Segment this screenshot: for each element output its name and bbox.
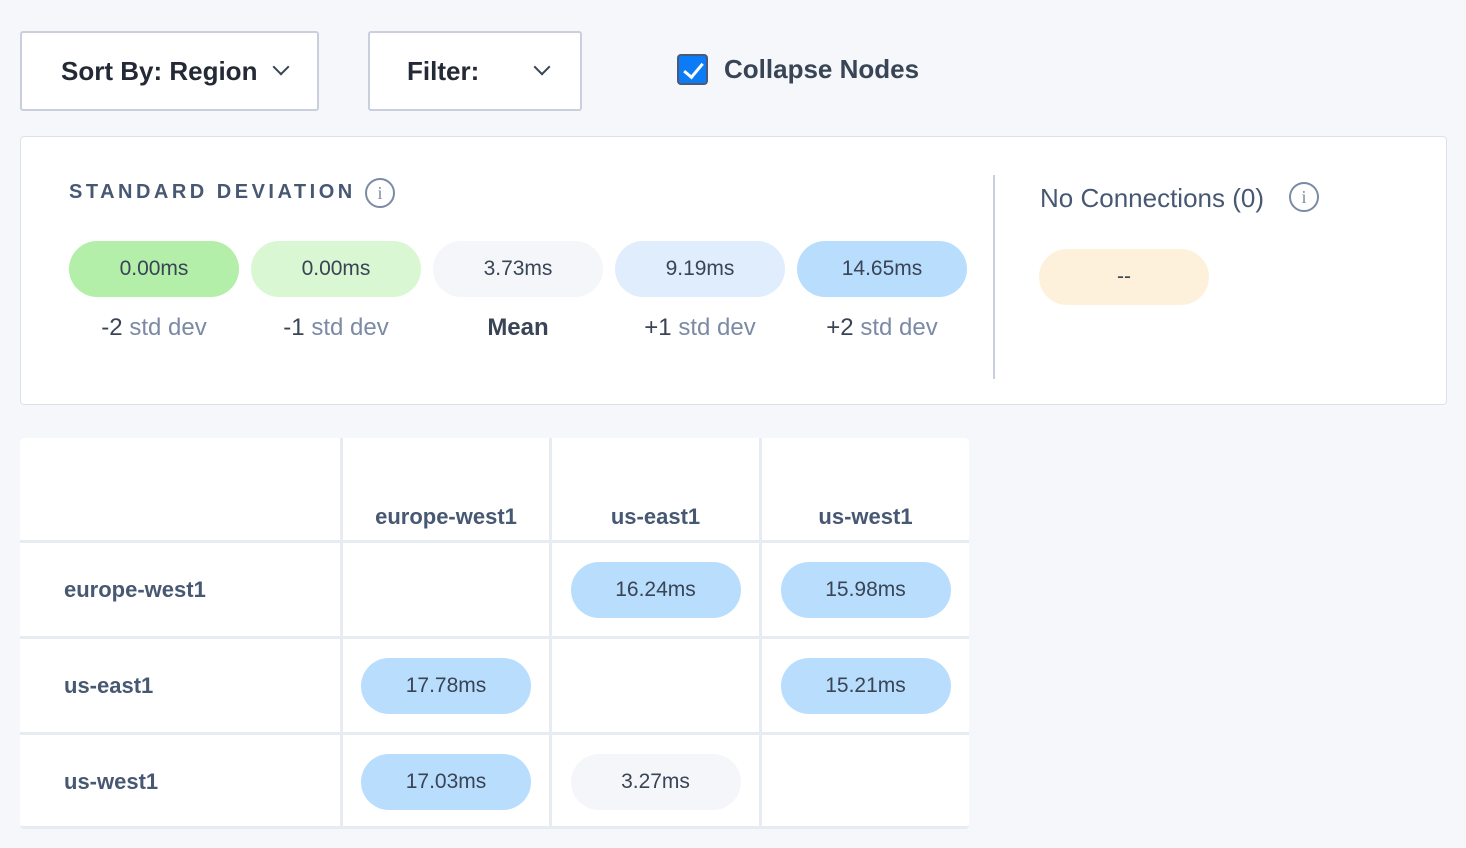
row-header: us-east1 [20, 639, 340, 732]
latency-pill: 17.78ms [361, 657, 531, 714]
std-label-suffix: std dev [860, 314, 938, 341]
column-header-label: us-west1 [818, 504, 913, 529]
row-header: us-west1 [20, 735, 340, 826]
latency-matrix: europe-west1 us-east1 us-west1 europe-west1… [20, 438, 969, 829]
no-connections-value: -- [1117, 265, 1131, 288]
row-header-label: us-east1 [64, 672, 154, 698]
info-icon[interactable]: i [365, 178, 395, 208]
column-header: us-west1 [762, 438, 969, 540]
std-label-prefix: +2 [826, 314, 854, 341]
column-header: europe-west1 [343, 438, 549, 540]
panel-title: STANDARD DEVIATION [69, 181, 356, 203]
divider [993, 175, 995, 379]
std-label-suffix: std dev [678, 314, 756, 341]
latency-value: 17.03ms [405, 769, 487, 793]
latency-pill: 16.24ms [570, 561, 741, 618]
std-pill-value: 0.00ms [119, 257, 189, 280]
std-pill-label: -2 std dev [69, 314, 239, 342]
latency-value: 15.98ms [825, 577, 906, 601]
matrix-cell: 3.27ms [552, 735, 759, 826]
latency-value: 16.24ms [615, 577, 696, 601]
chevron-down-icon [533, 58, 551, 76]
std-pill: 3.73ms [433, 241, 603, 297]
matrix-cell [762, 735, 969, 826]
matrix-cell [552, 639, 759, 732]
matrix-cell: 17.03ms [343, 735, 549, 826]
no-connections-pill: -- [1039, 249, 1209, 305]
column-header: us-east1 [552, 438, 759, 540]
corner-cell [20, 438, 340, 540]
latency-value: 17.78ms [405, 673, 487, 697]
matrix-cell: 15.98ms [762, 543, 969, 636]
standard-deviation-panel: STANDARD DEVIATION i 0.00ms -2 std dev 0.0… [20, 136, 1447, 405]
filter-dropdown[interactable]: Filter: [368, 31, 582, 111]
latency-pill: 15.98ms [780, 561, 951, 618]
matrix-cell: 16.24ms [552, 543, 759, 636]
std-pill: 0.00ms [69, 241, 239, 297]
sort-by-dropdown[interactable]: Sort By: Region [20, 31, 319, 111]
matrix-cell [343, 543, 549, 636]
filter-label: Filter: [407, 55, 480, 86]
std-label-prefix: -1 [283, 314, 305, 341]
std-label-prefix: +1 [644, 314, 672, 341]
collapse-nodes-checkbox[interactable] [677, 54, 708, 85]
row-header: europe-west1 [20, 543, 340, 636]
std-label-prefix: Mean [487, 314, 549, 341]
chevron-down-icon [272, 58, 290, 76]
std-pill: 0.00ms [251, 241, 421, 297]
std-pill-label: +2 std dev [797, 314, 967, 342]
collapse-nodes-label[interactable]: Collapse Nodes [724, 54, 920, 84]
std-label-suffix: std dev [129, 314, 207, 341]
std-pill-value: 9.19ms [665, 257, 735, 280]
std-pill-label: -1 std dev [251, 314, 421, 342]
std-pill: 9.19ms [615, 241, 785, 297]
std-pill-value: 3.73ms [483, 257, 553, 280]
std-pill: 14.65ms [797, 241, 967, 297]
no-connections-label: No Connections (0) [1040, 183, 1264, 213]
matrix-cell: 15.21ms [762, 639, 969, 732]
row-header-label: us-west1 [64, 768, 159, 794]
matrix-cell: 17.78ms [343, 639, 549, 732]
row-header-label: europe-west1 [64, 576, 206, 602]
std-pill-label: Mean [433, 314, 603, 342]
latency-pill: 15.21ms [780, 657, 951, 714]
sort-by-label: Sort By: Region [61, 55, 258, 86]
std-label-suffix: std dev [311, 314, 389, 341]
std-pill-label: +1 std dev [615, 314, 785, 342]
column-header-label: us-east1 [610, 504, 701, 529]
latency-pill: 17.03ms [361, 753, 531, 810]
column-header-label: europe-west1 [375, 504, 517, 529]
std-pill-value: 0.00ms [301, 257, 371, 280]
latency-pill: 3.27ms [570, 753, 741, 810]
latency-value: 3.27ms [621, 769, 690, 793]
latency-value: 15.21ms [825, 673, 906, 697]
std-label-prefix: -2 [101, 314, 123, 341]
info-icon[interactable]: i [1289, 182, 1319, 212]
std-pill-value: 14.65ms [841, 257, 923, 280]
